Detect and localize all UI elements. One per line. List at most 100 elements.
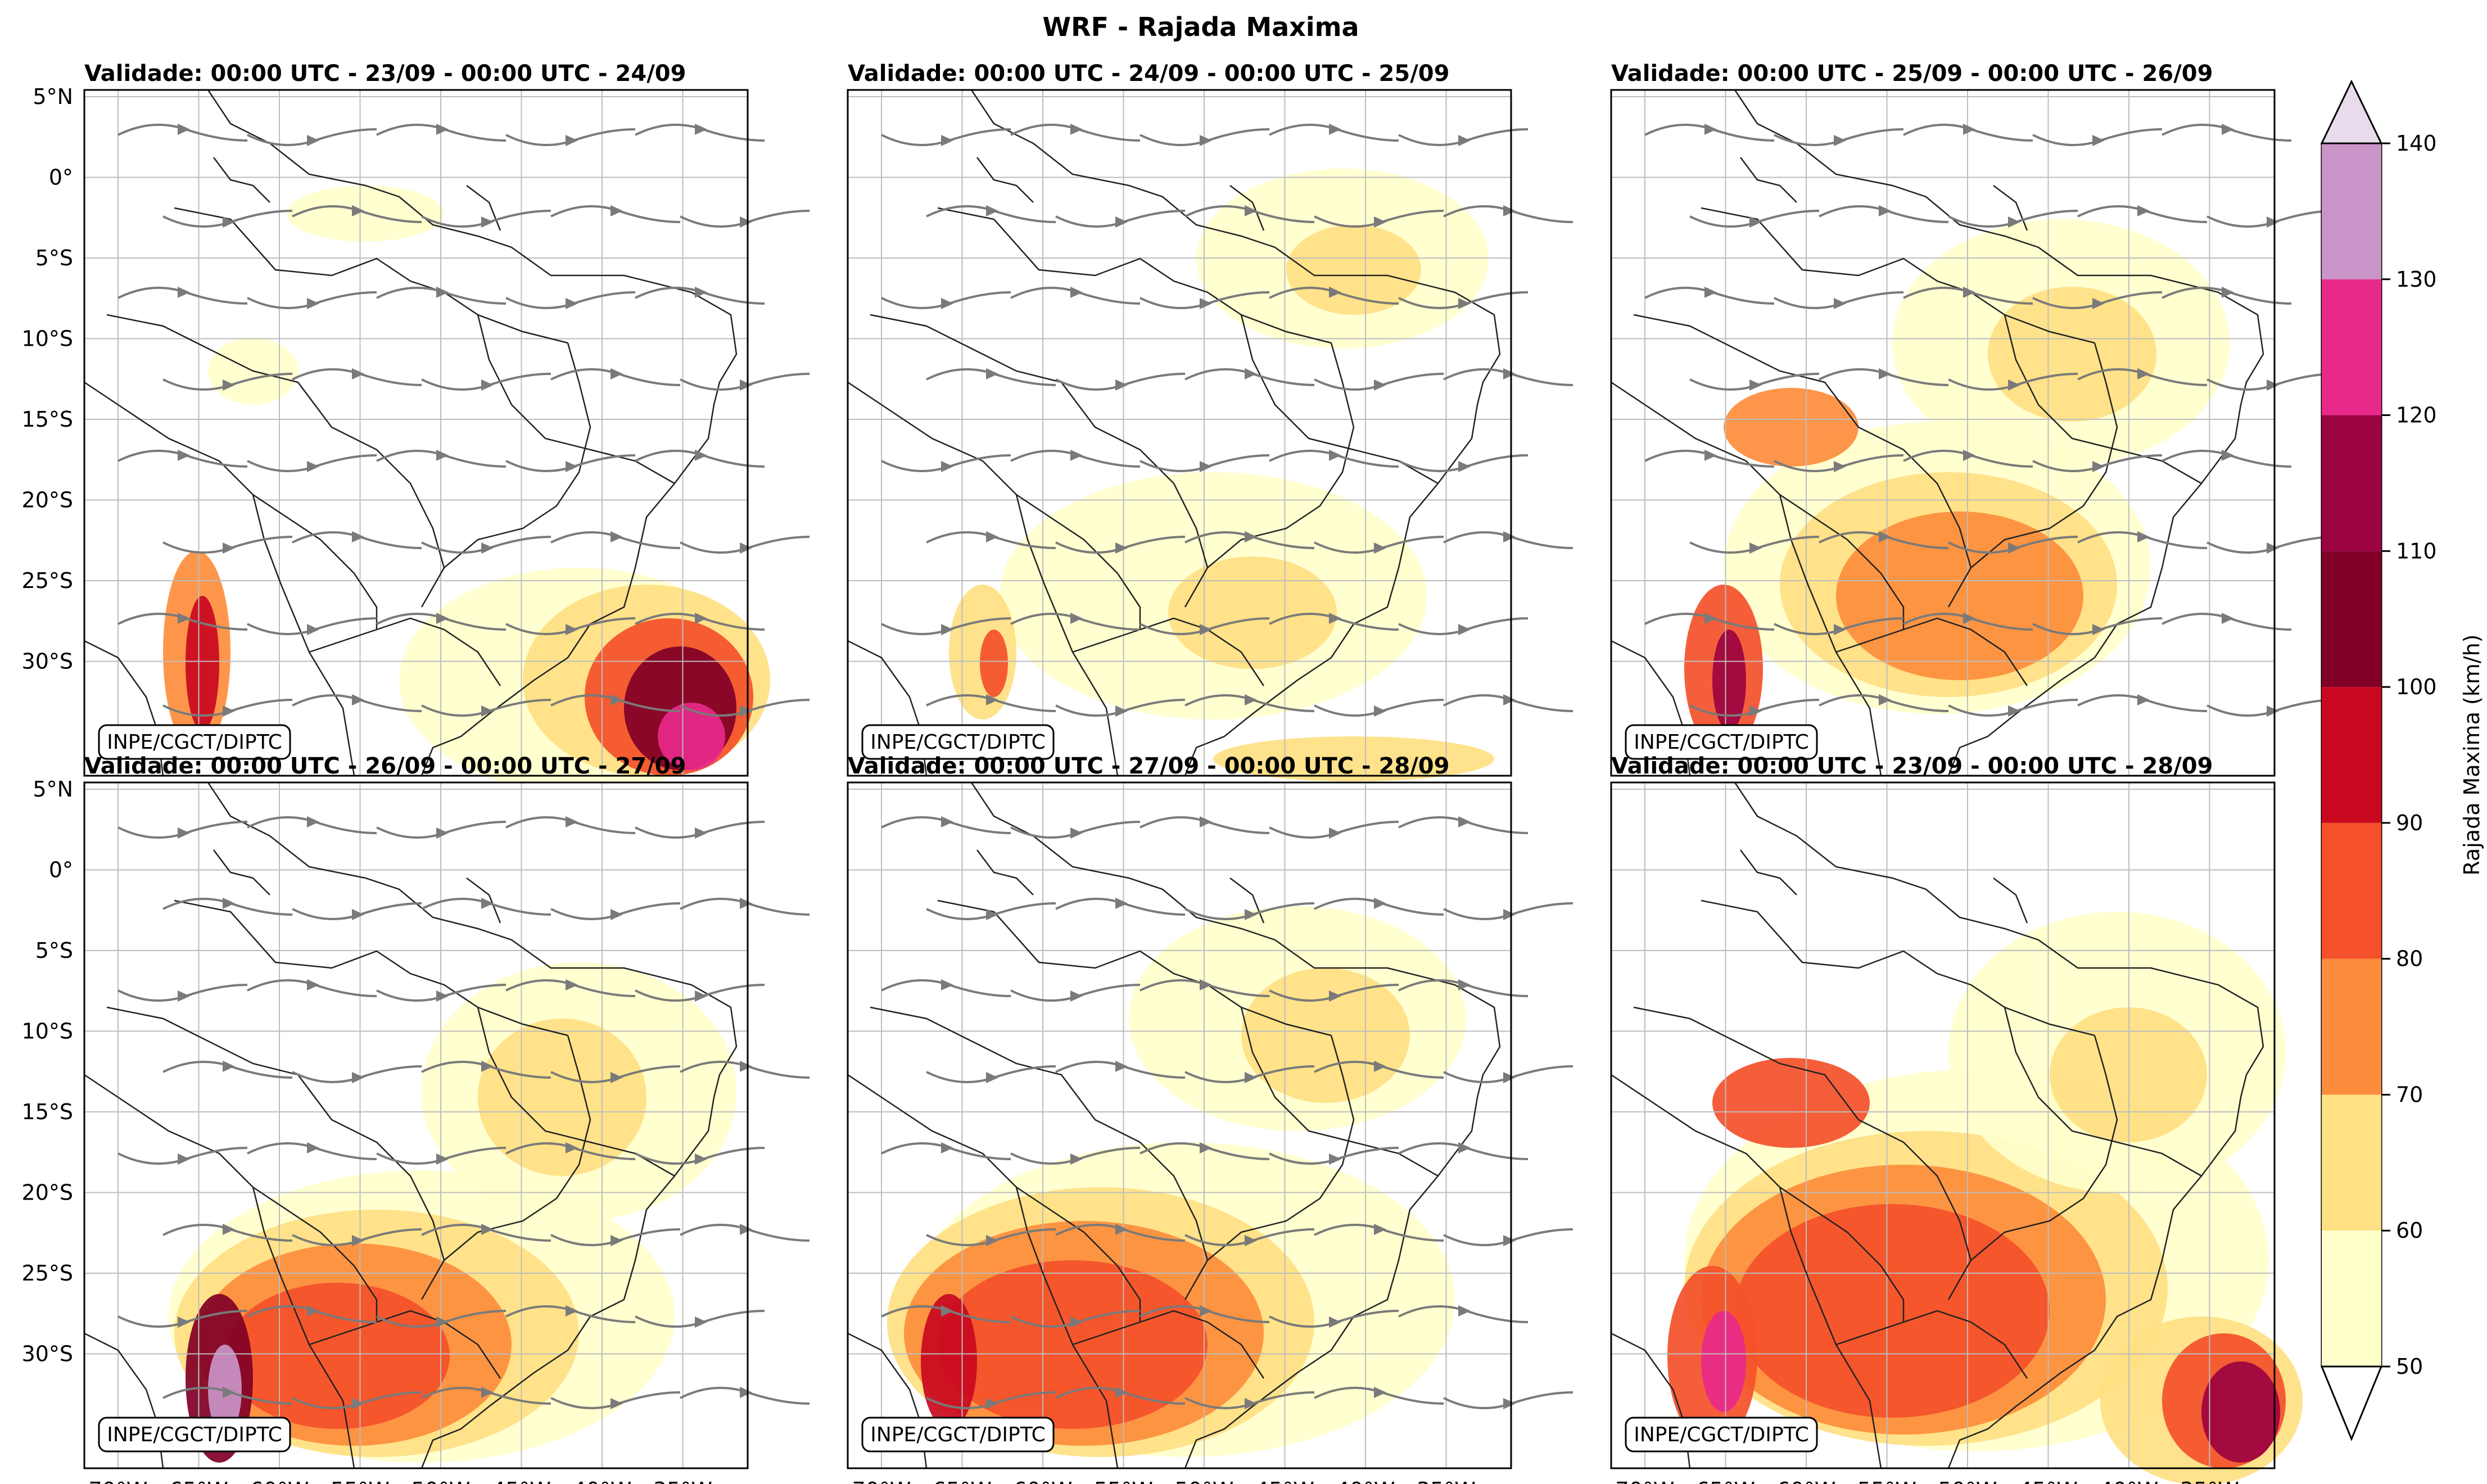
streamline-arrow [352, 1072, 364, 1083]
streamline-arrow [1200, 461, 1212, 472]
gridlines [848, 782, 1511, 1468]
streamline-arrow [307, 461, 319, 472]
streamline-arrow [1245, 531, 1257, 542]
streamline-arrow [1329, 827, 1341, 839]
colorbar-tick-label: 120 [2396, 403, 2437, 428]
streamline-arrow [223, 542, 235, 554]
streamline-arrow [436, 1316, 449, 1328]
streamline-arrow [740, 379, 752, 391]
streamline-arrow [1245, 1398, 1257, 1409]
streamline-arrow [481, 898, 494, 909]
streamline-arrow [1245, 694, 1257, 705]
streamline-arrow [1458, 298, 1471, 309]
colorbar-tick-label: 90 [2396, 811, 2423, 835]
streamline-arrow [1245, 205, 1257, 216]
streamline-arrow [1115, 1224, 1128, 1235]
streamline-arrow [1458, 624, 1471, 635]
streamline-arrow [1200, 135, 1212, 146]
streamline-arrow [611, 694, 623, 705]
gust-contour [1286, 225, 1421, 315]
streamline-arrow [1503, 909, 1516, 920]
streamline-arrow [223, 898, 235, 909]
streamline-arrow [1503, 694, 1516, 705]
streamline-arrow [1115, 379, 1128, 391]
streamline-arrow [1879, 368, 1891, 379]
streamline-arrow [1834, 135, 1846, 146]
streamline-arrow [2092, 298, 2105, 309]
streamline-arrow [1834, 461, 1846, 472]
longitude-tick-label: 50°W [1938, 1478, 1997, 1484]
streamline-arrow [566, 1142, 578, 1153]
gridlines [848, 90, 1511, 776]
longitude-tick-label: 45°W [2019, 1478, 2078, 1484]
colorbar-tick-label: 70 [2396, 1082, 2423, 1107]
map-panels: Validade: 00:00 UTC - 23/09 - 00:00 UTC … [22, 61, 2337, 1484]
streamline-arrow [1458, 816, 1471, 827]
streamline-arrow [941, 135, 953, 146]
colorbar-tick-label: 80 [2396, 947, 2423, 971]
gust-contour [1735, 1204, 2050, 1418]
gust-contour [1213, 736, 1494, 781]
streamline-arrow [223, 1387, 235, 1398]
map-panel: Validade: 00:00 UTC - 26/09 - 00:00 UTC … [22, 753, 810, 1484]
streamline-arrow [695, 124, 707, 135]
map-panel: Validade: 00:00 UTC - 24/09 - 00:00 UTC … [847, 61, 1573, 781]
credit-frame [1625, 724, 1818, 760]
streamline-arrow [1374, 1224, 1386, 1235]
streamline-arrow [566, 135, 578, 146]
streamline-arrow [1503, 531, 1516, 542]
colorbar-ticks: 50 60 70 80 90 100 110 120 130 140 [2381, 131, 2437, 1379]
streamline-arrow [695, 827, 707, 839]
streamlines [117, 124, 810, 717]
streamline-arrow [2137, 531, 2150, 542]
longitude-tick-label: 35°W [2180, 1478, 2239, 1484]
streamline-arrow [1458, 979, 1471, 990]
streamline-arrow [986, 205, 998, 216]
credit-frame [1625, 1417, 1818, 1453]
credit-text: INPE/CGCT/DIPTC [1634, 731, 1808, 754]
streamline-arrow [1329, 124, 1341, 135]
streamline-arrow [178, 827, 190, 839]
credit-box: INPE/CGCT/DIPTC [98, 1417, 291, 1453]
latitude-tick-label: 20°S [22, 1180, 73, 1205]
colorbar-segment [2322, 143, 2381, 279]
figure-title: WRF - Rajada Maxima [1042, 12, 1359, 42]
latitude-tick-label: 20°S [22, 488, 73, 513]
streamline-arrow [695, 613, 707, 624]
streamlines [881, 124, 1573, 717]
streamline-arrow [566, 624, 578, 635]
streamline-arrow [436, 990, 449, 1002]
streamline-arrow [1374, 216, 1386, 228]
map-panel: Validade: 00:00 UTC - 27/09 - 00:00 UTC … [847, 753, 1573, 1484]
streamline-arrow [1115, 1061, 1128, 1072]
streamline-arrow [1963, 124, 1975, 135]
gust-contour [478, 1019, 646, 1176]
streamline-arrow [1458, 1305, 1471, 1316]
streamline-arrow [481, 705, 494, 717]
streamline-arrow [481, 379, 494, 391]
streamline-arrow [941, 979, 953, 990]
longitude-tick-label: 50°W [1175, 1478, 1234, 1484]
longitude-tick-label: 70°W [1616, 1478, 1675, 1484]
streamline-arrow [941, 298, 953, 309]
gust-contour [2201, 1361, 2280, 1463]
panel-title: Validade: 00:00 UTC - 25/09 - 00:00 UTC … [1611, 61, 2213, 87]
streamline-arrow [1458, 1142, 1471, 1153]
streamline-arrow [1329, 287, 1341, 298]
streamline-arrow [1374, 898, 1386, 909]
streamline-arrow [1329, 1153, 1341, 1165]
colorbar-tick-label: 140 [2396, 131, 2437, 156]
longitude-tick-label: 55°W [1857, 1478, 1916, 1484]
streamline-arrow [1749, 542, 1762, 554]
longitude-tick-label: 65°W [933, 1478, 992, 1484]
streamline-arrow [611, 1235, 623, 1246]
gust-contour [1712, 1058, 1870, 1148]
streamline-arrow [178, 124, 190, 135]
streamline-arrow [941, 1305, 953, 1316]
gust-contour [658, 703, 725, 770]
colorbar-under-arrow [2320, 1365, 2383, 1441]
streamline-arrow [740, 898, 752, 909]
latitude-tick-label: 5°N [33, 777, 73, 802]
credit-frame [98, 724, 291, 760]
streamline-arrow [1374, 1387, 1386, 1398]
